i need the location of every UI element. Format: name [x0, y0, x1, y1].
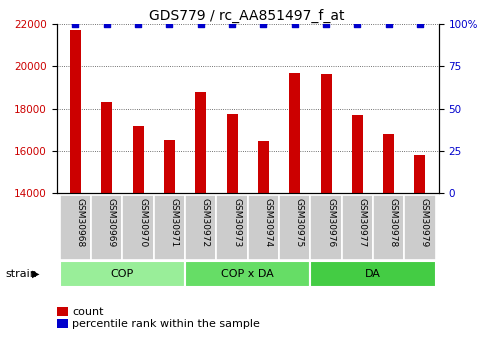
Bar — [227, 114, 238, 193]
Text: count: count — [72, 307, 104, 316]
Text: GDS779 / rc_AA851497_f_at: GDS779 / rc_AA851497_f_at — [149, 9, 344, 23]
Point — [71, 21, 79, 27]
Text: GSM30968: GSM30968 — [75, 198, 84, 247]
Bar — [311, 195, 342, 260]
Text: GSM30973: GSM30973 — [232, 198, 241, 247]
Bar — [60, 261, 185, 287]
Text: GSM30970: GSM30970 — [138, 198, 147, 247]
Point — [166, 21, 174, 27]
Text: GSM30979: GSM30979 — [420, 198, 429, 247]
Text: GSM30971: GSM30971 — [170, 198, 178, 247]
Text: DA: DA — [365, 269, 381, 279]
Point — [353, 21, 361, 27]
Point — [322, 21, 330, 27]
Bar — [216, 195, 248, 260]
Text: strain: strain — [5, 269, 37, 279]
Point — [385, 21, 392, 27]
Text: GSM30978: GSM30978 — [388, 198, 398, 247]
Point — [259, 21, 267, 27]
Text: GSM30974: GSM30974 — [263, 198, 273, 247]
Text: GSM30976: GSM30976 — [326, 198, 335, 247]
Bar — [154, 195, 185, 260]
Bar — [60, 195, 91, 260]
Bar — [248, 195, 279, 260]
Bar — [122, 195, 154, 260]
Point — [291, 21, 299, 27]
Bar — [258, 141, 269, 193]
Text: COP: COP — [111, 269, 134, 279]
Bar — [133, 126, 143, 193]
Text: GSM30975: GSM30975 — [295, 198, 304, 247]
Bar — [342, 195, 373, 260]
Bar — [279, 195, 311, 260]
Bar — [415, 155, 425, 193]
Point — [103, 21, 111, 27]
Bar — [373, 195, 404, 260]
Text: GSM30972: GSM30972 — [201, 198, 210, 247]
Bar — [70, 30, 81, 193]
Bar — [185, 195, 216, 260]
Bar — [289, 73, 300, 193]
Text: COP x DA: COP x DA — [221, 269, 274, 279]
Point — [416, 21, 424, 27]
Text: GSM30977: GSM30977 — [357, 198, 366, 247]
Bar — [352, 115, 363, 193]
Point — [228, 21, 236, 27]
Bar — [320, 74, 331, 193]
Point — [197, 21, 205, 27]
Bar — [102, 102, 112, 193]
Text: ▶: ▶ — [32, 269, 39, 279]
Bar — [404, 195, 436, 260]
Text: percentile rank within the sample: percentile rank within the sample — [72, 319, 260, 328]
Bar — [91, 195, 122, 260]
Text: GSM30969: GSM30969 — [107, 198, 116, 247]
Bar — [311, 261, 436, 287]
Point — [134, 21, 142, 27]
Bar — [195, 92, 206, 193]
Bar — [383, 134, 394, 193]
Bar — [164, 140, 175, 193]
Bar — [185, 261, 311, 287]
